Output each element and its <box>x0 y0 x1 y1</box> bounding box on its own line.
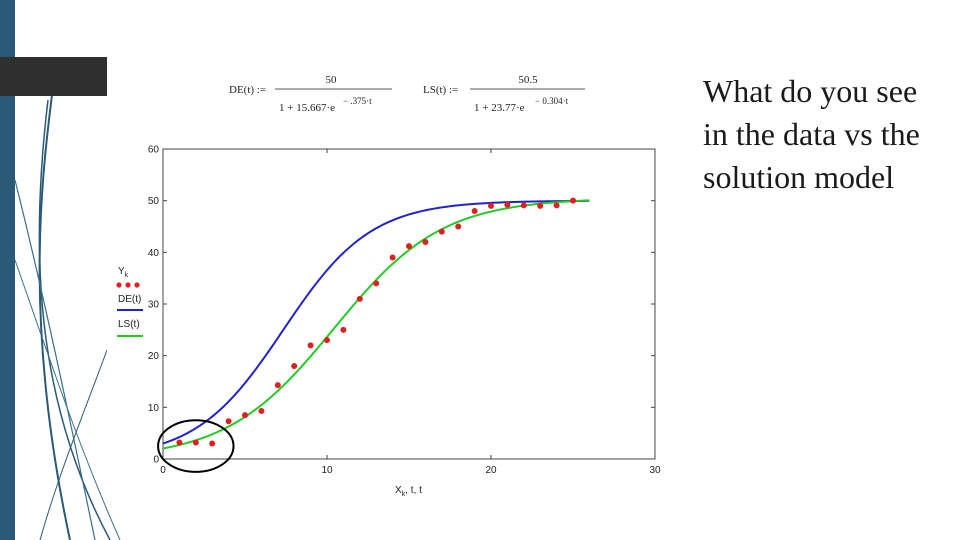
legend-swatch-dot-2 <box>125 282 131 288</box>
annotation-ellipse <box>157 419 235 473</box>
y-axis: 0 10 20 30 40 50 60 <box>148 145 655 466</box>
data-point <box>504 201 511 208</box>
deco-curve-5 <box>39 349 108 540</box>
deco-curve-4 <box>14 259 121 540</box>
data-point <box>242 412 248 419</box>
equation-ls: LS(t) := 50.5 1 + 23.77·e − 0.304·t <box>423 74 585 114</box>
data-point <box>274 382 281 389</box>
x-axis: 0 10 20 30 <box>160 149 661 476</box>
data-point <box>406 243 412 250</box>
data-point <box>553 202 560 209</box>
data-point <box>471 208 478 214</box>
y-tick-label: 20 <box>148 351 160 362</box>
legend-label-de: DE(t) <box>118 294 141 305</box>
y-tick-label: 30 <box>148 300 160 311</box>
deco-curve-2 <box>38 99 111 540</box>
y-tick-label: 50 <box>148 196 160 207</box>
data-point <box>488 202 494 209</box>
de-exponent: − .375·t <box>343 96 372 106</box>
dark-title-block <box>0 57 107 96</box>
ls-denominator: 1 + 23.77·e <box>474 102 525 114</box>
data-point <box>356 295 363 302</box>
data-point <box>291 363 298 369</box>
legend-swatch-dot-1 <box>116 282 122 288</box>
data-point <box>570 197 576 204</box>
de-numerator: 50 <box>326 74 338 86</box>
y-tick-label: 60 <box>148 145 160 156</box>
data-point <box>389 254 396 261</box>
x-tick-label: 0 <box>160 465 166 476</box>
legend-swatch-dot-3 <box>134 282 140 288</box>
x-tick-label: 30 <box>649 465 661 476</box>
y-tick-label: 0 <box>153 455 159 466</box>
ls-numerator: 50.5 <box>518 74 538 86</box>
legend: Yk DE(t) LS(t) <box>116 266 143 337</box>
data-point <box>176 439 183 446</box>
chart-figure: DE(t) := 50 1 + 15.667·e − .375·t LS(t) … <box>107 57 679 500</box>
data-point <box>455 223 462 230</box>
slide-body-text: What do you see in the data vs the solut… <box>703 73 920 195</box>
deco-curve-3 <box>14 179 96 540</box>
data-point <box>520 202 527 209</box>
data-point <box>192 439 199 446</box>
data-point <box>422 239 429 245</box>
data-point <box>373 280 380 287</box>
data-point <box>324 337 330 344</box>
data-point <box>307 342 314 349</box>
de-denominator: 1 + 15.667·e <box>279 102 335 114</box>
equation-de: DE(t) := 50 1 + 15.667·e − .375·t <box>229 74 392 114</box>
legend-label-ls: LS(t) <box>118 319 140 330</box>
data-point <box>537 202 544 209</box>
annotation-layer <box>157 419 235 473</box>
curve-ls-t <box>162 199 590 450</box>
y-tick-label: 10 <box>148 403 160 414</box>
data-point <box>340 326 347 333</box>
data-point <box>258 407 265 414</box>
model-curves <box>162 199 590 450</box>
de-name: DE(t) := <box>229 84 266 96</box>
plot-frame <box>162 148 656 460</box>
y-tick-label: 40 <box>148 248 160 259</box>
x-tick-label: 20 <box>485 465 497 476</box>
data-point <box>438 228 445 235</box>
legend-label-y: Yk <box>118 266 129 279</box>
curve-de-t <box>162 199 590 445</box>
x-tick-label: 10 <box>321 465 333 476</box>
data-point <box>225 418 232 425</box>
x-axis-label: Xk, t, t <box>395 485 422 498</box>
ls-exponent: − 0.304·t <box>535 96 569 106</box>
data-point <box>209 440 216 447</box>
theme-left-bar <box>0 0 15 540</box>
ls-name: LS(t) := <box>423 84 458 96</box>
data-points <box>176 197 576 447</box>
logistic-chart: DE(t) := 50 1 + 15.667·e − .375·t LS(t) … <box>116 74 661 498</box>
